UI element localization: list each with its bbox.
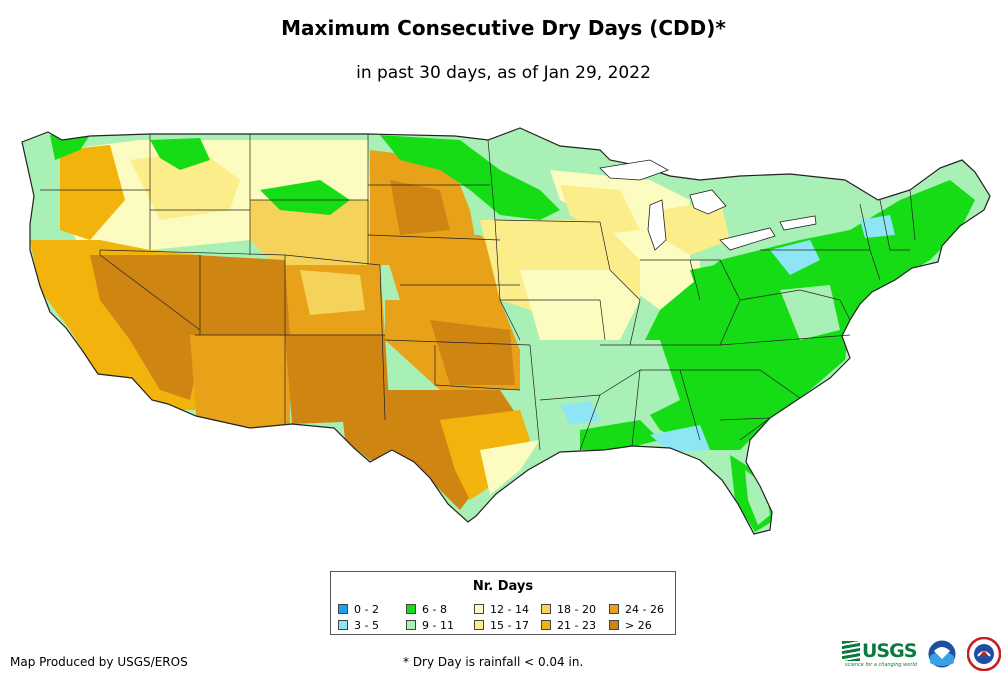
legend-item-gt-26: > 26 bbox=[609, 617, 669, 633]
usgs-tagline: science for a changing world bbox=[845, 662, 917, 668]
legend-entries: 0 - 2 6 - 8 12 - 14 18 - 20 24 - 26 3 - … bbox=[338, 601, 669, 633]
noaa-logo-icon bbox=[927, 639, 957, 669]
legend-swatch bbox=[406, 620, 416, 630]
legend-swatch bbox=[541, 604, 551, 614]
legend-label: 6 - 8 bbox=[422, 602, 447, 616]
legend-item-21-23: 21 - 23 bbox=[541, 617, 609, 633]
legend-label: 15 - 17 bbox=[490, 618, 529, 632]
legend-swatch bbox=[609, 620, 619, 630]
legend-swatch bbox=[406, 604, 416, 614]
legend-item-24-26: 24 - 26 bbox=[609, 601, 669, 617]
legend-swatch bbox=[338, 620, 348, 630]
legend-item-0-2: 0 - 2 bbox=[338, 601, 406, 617]
legend-title: Nr. Days bbox=[472, 579, 534, 594]
legend-swatch bbox=[474, 604, 484, 614]
legend-item-9-11: 9 - 11 bbox=[406, 617, 474, 633]
legend-label: 12 - 14 bbox=[490, 602, 529, 616]
usgs-wordmark: USGS bbox=[862, 640, 917, 662]
legend-item-12-14: 12 - 14 bbox=[474, 601, 541, 617]
legend-item-15-17: 15 - 17 bbox=[474, 617, 541, 633]
legend-label: 21 - 23 bbox=[557, 618, 596, 632]
usgs-waves-icon bbox=[842, 641, 860, 661]
legend-swatch bbox=[541, 620, 551, 630]
nws-logo-icon bbox=[966, 637, 1001, 671]
legend-swatch bbox=[609, 604, 619, 614]
legend-label: 9 - 11 bbox=[422, 618, 454, 632]
legend-label: 18 - 20 bbox=[557, 602, 596, 616]
legend-label: > 26 bbox=[625, 618, 652, 632]
legend-swatch bbox=[338, 604, 348, 614]
legend-label: 3 - 5 bbox=[354, 618, 379, 632]
legend-item-6-8: 6 - 8 bbox=[406, 601, 474, 617]
usgs-logo: USGS science for a changing world bbox=[842, 640, 917, 668]
map-title: Maximum Consecutive Dry Days (CDD)* bbox=[281, 16, 726, 40]
legend-item-3-5: 3 - 5 bbox=[338, 617, 406, 633]
footnote: * Dry Day is rainfall < 0.04 in. bbox=[403, 655, 584, 669]
cdd-map bbox=[21, 127, 991, 535]
map-subtitle: in past 30 days, as of Jan 29, 2022 bbox=[356, 63, 651, 83]
legend-label: 0 - 2 bbox=[354, 602, 379, 616]
map-credit: Map Produced by USGS/EROS bbox=[10, 655, 188, 669]
legend-swatch bbox=[474, 620, 484, 630]
agency-logos: USGS science for a changing world bbox=[842, 637, 1001, 671]
legend-label: 24 - 26 bbox=[625, 602, 664, 616]
legend: Nr. Days 0 - 2 6 - 8 12 - 14 18 - 20 24 … bbox=[330, 571, 676, 635]
legend-item-18-20: 18 - 20 bbox=[541, 601, 609, 617]
